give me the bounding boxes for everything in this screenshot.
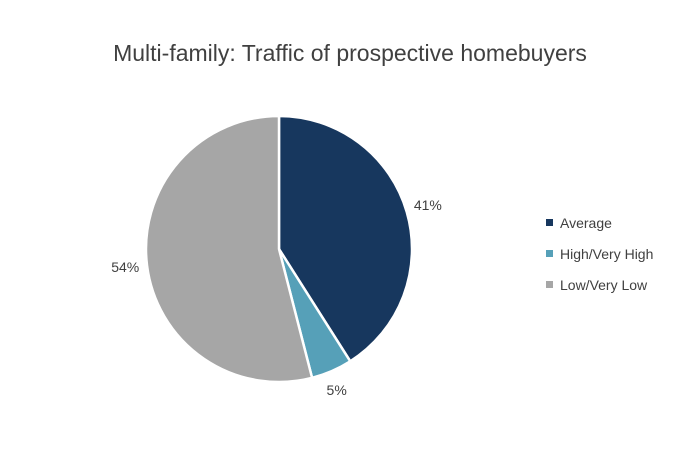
legend-item-low: Low/Very Low [546,269,653,300]
legend-swatch-icon [546,250,553,257]
legend-swatch-icon [546,281,553,288]
legend-item-high: High/Very High [546,238,653,269]
pie-slice-low-very-low [144,114,314,384]
legend-label: High/Very High [560,245,654,262]
legend-label: Low/Very Low [560,276,648,293]
data-label-high: 5% [326,382,347,399]
legend-item-average: Average [546,207,653,238]
chart-title: Multi-family: Traffic of prospective hom… [113,40,587,66]
data-label-low: 54% [111,259,140,276]
legend-label: Average [560,214,612,231]
legend-swatch-icon [546,219,553,226]
data-label-average: 41% [413,196,442,213]
legend: Average High/Very High Low/Very Low [546,207,653,300]
